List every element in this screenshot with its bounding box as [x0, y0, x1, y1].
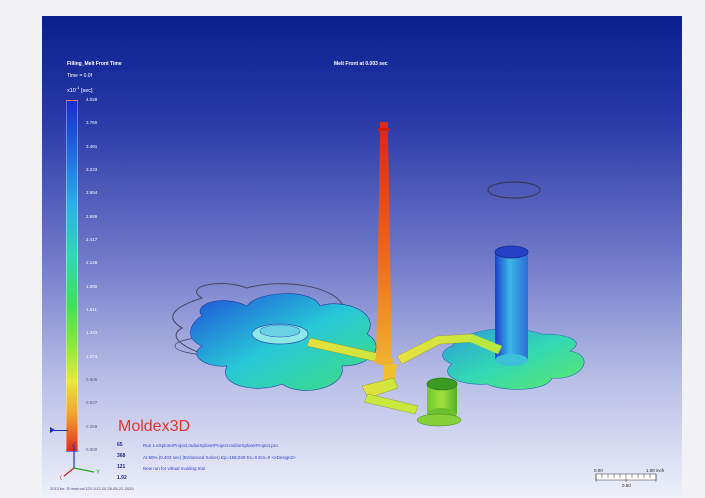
legend-tick: 1.343	[86, 330, 98, 336]
axis-y-line	[73, 467, 95, 473]
axis-x-line	[63, 467, 75, 477]
unit-seconds: [sec]	[80, 87, 93, 94]
legend-tick: 1.880	[86, 283, 98, 289]
scale-bar: 0.00 1.00 inch 0.50	[594, 468, 665, 488]
legend-tick: 3.760	[86, 120, 98, 126]
part-left-hub-inner	[259, 324, 301, 338]
unit-exponent: -1	[75, 85, 80, 90]
axis-y-label: Y	[96, 470, 100, 476]
axis-z-label: Z	[72, 442, 76, 448]
part-right-cylinder-base	[495, 354, 528, 366]
info-num-4: 1.92	[117, 475, 127, 481]
legend-tick: 3.223	[86, 167, 98, 172]
legend-tick: 3.491	[86, 143, 98, 149]
info-line-run: Run 1.eXplorerProject.mdxeXplorerProject…	[143, 443, 278, 448]
info-num-2: 368	[117, 453, 126, 459]
part-cup-flange	[416, 413, 462, 427]
sprue-nozzle-tip	[380, 131, 388, 136]
scale-mid-label: 0.50	[622, 483, 631, 488]
result-title: Filling_Melt Front Time	[67, 61, 122, 67]
scale-right-label: 1.00 inch	[646, 468, 665, 473]
sprue-base	[374, 357, 394, 365]
info-line-description: New run for virtual molding trial	[143, 466, 206, 471]
legend-tick: 2.686	[86, 213, 98, 219]
legend-tick: 1.074	[86, 353, 98, 359]
runner-cup-feed[interactable]	[363, 393, 419, 415]
part-cup-top	[426, 377, 458, 391]
scale-left-label: 0.00	[594, 468, 603, 473]
legend-tick: 0.537	[86, 400, 98, 406]
part-right-cylinder[interactable]	[495, 252, 528, 360]
legend-tick: 4.028	[86, 97, 98, 102]
moldex3d-logo: Moldex3D	[118, 418, 190, 436]
time-label: Time = 0.0f	[67, 73, 92, 79]
runner-lower[interactable]	[361, 377, 399, 399]
unit-label: x10-1 [sec]	[67, 85, 93, 94]
legend-arrow	[54, 430, 68, 431]
unit-base: x10	[67, 87, 76, 94]
runner-right-gate	[470, 334, 502, 354]
wireframe-ring-right	[487, 181, 541, 199]
legend-tick: 0.000	[86, 447, 98, 452]
legend-tick: 2.417	[86, 237, 98, 242]
legend-tick: 2.954	[86, 190, 98, 196]
part-right-cylinder-top	[494, 245, 529, 259]
melt-front-label: Melt Front at 0.003 sec	[334, 61, 388, 67]
sprue-nozzle	[380, 122, 388, 128]
legend-tick: 2.148	[86, 260, 98, 266]
info-num-1: 65	[117, 442, 123, 448]
legend-tick: 0.806	[86, 377, 98, 382]
sprue-nozzle-ring	[378, 128, 390, 131]
simulation-viewport[interactable]: Filling_Melt Front Time Time = 0.0f x10-…	[42, 16, 682, 498]
legend-tick: 0.269	[86, 423, 98, 429]
info-line-solver: At 80% (0.403 sec) (Enhanced Solver) Ep=…	[143, 455, 296, 460]
footer-path: 2013 for. D:\melron\120.1\12.20.28-05-22…	[50, 486, 134, 491]
sprue[interactable]	[376, 136, 392, 361]
color-legend-bar	[66, 100, 78, 452]
part-model-scene[interactable]	[42, 16, 682, 498]
info-num-3: 121	[117, 464, 126, 470]
axis-triad: Z Y X	[60, 442, 100, 482]
logo-3d: 3D	[169, 418, 191, 435]
axis-x-label: X	[60, 476, 62, 482]
legend-arrow-head-icon	[50, 427, 55, 433]
legend-tick: 1.611	[86, 307, 97, 312]
logo-text: Moldex	[118, 418, 170, 435]
